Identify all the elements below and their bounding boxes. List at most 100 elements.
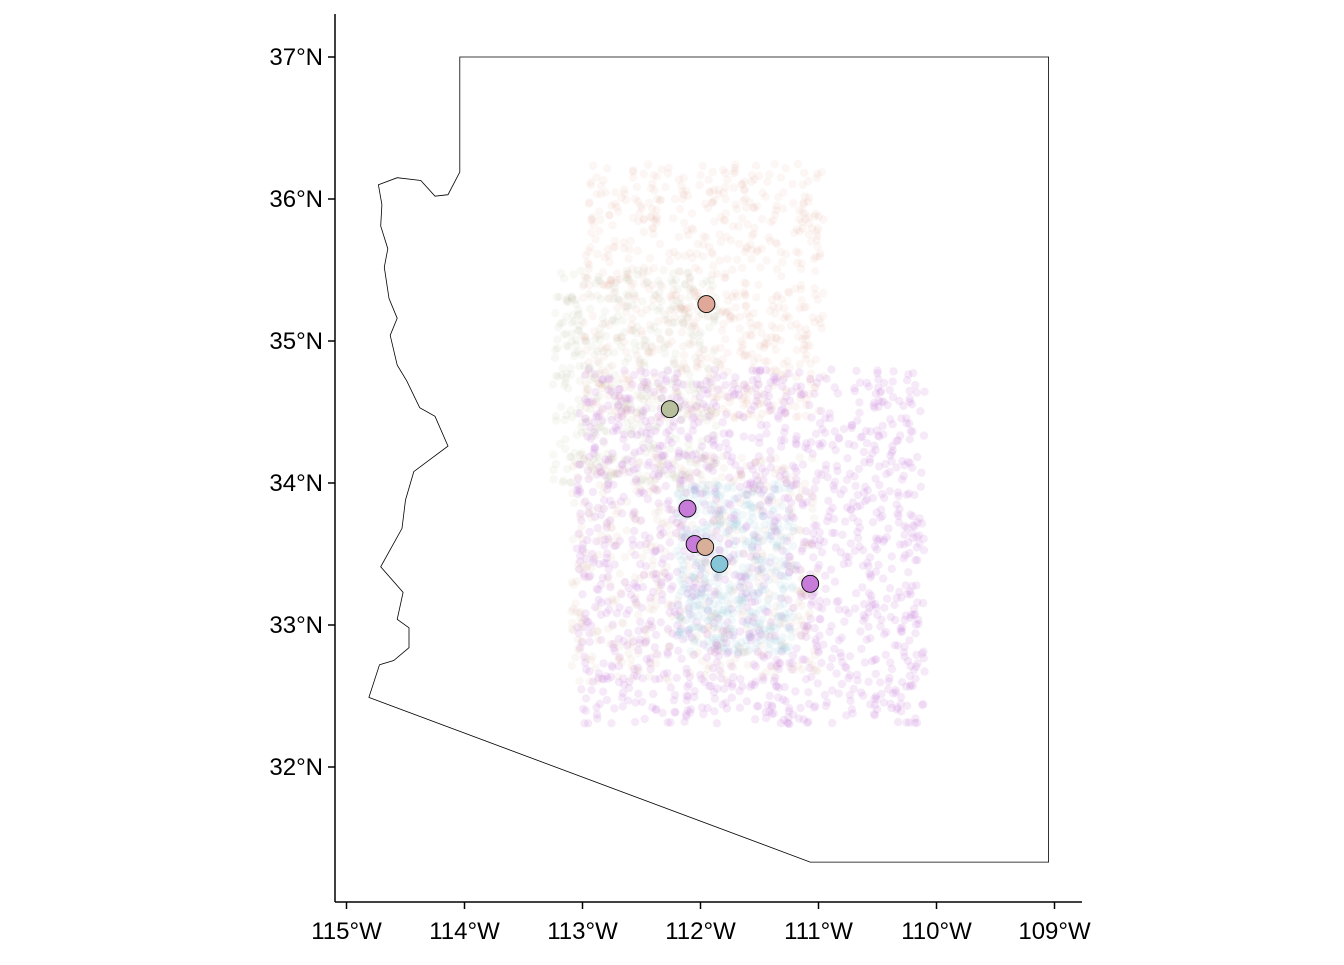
- sample-dot: [594, 452, 603, 461]
- sample-dot: [847, 505, 856, 514]
- sample-dot: [748, 366, 757, 375]
- sample-dot: [551, 309, 560, 318]
- sample-dot: [606, 275, 615, 284]
- sample-dot: [608, 620, 617, 629]
- sample-dot: [600, 368, 609, 377]
- sample-dot: [749, 483, 759, 493]
- sample-dot: [912, 388, 921, 397]
- sample-dot: [607, 415, 616, 425]
- sample-dot: [745, 198, 755, 207]
- sample-dot: [746, 682, 755, 692]
- sample-dot: [602, 695, 612, 705]
- sample-dot: [723, 678, 733, 688]
- sample-dot: [742, 521, 751, 531]
- sample-dot: [606, 383, 615, 393]
- sample-dot: [642, 305, 651, 314]
- sample-dot: [631, 515, 640, 525]
- sample-dot: [695, 446, 705, 455]
- sample-dot: [566, 478, 576, 487]
- sample-dot: [767, 493, 776, 502]
- sample-dot: [764, 498, 773, 507]
- sample-dot: [728, 292, 737, 301]
- sample-dot: [763, 357, 772, 366]
- sample-dot: [624, 354, 633, 363]
- sample-dot: [885, 584, 895, 593]
- sample-dot: [695, 525, 704, 534]
- sample-dot: [604, 320, 614, 330]
- sample-dot: [763, 608, 772, 617]
- sample-dot: [746, 478, 756, 487]
- sample-dot: [769, 380, 778, 390]
- sample-dot: [708, 438, 717, 447]
- sample-dot: [721, 380, 730, 390]
- sample-dot: [766, 492, 775, 502]
- sample-dot: [846, 696, 855, 705]
- sample-dot: [588, 487, 598, 497]
- sample-dot: [810, 318, 819, 327]
- sample-dot: [585, 423, 595, 432]
- sample-dot: [712, 526, 721, 535]
- sample-dot: [777, 571, 787, 580]
- sample-dot: [859, 616, 868, 625]
- sample-dot: [584, 501, 593, 511]
- sample-dot: [688, 583, 698, 592]
- sample-dot: [703, 583, 712, 592]
- sample-dot: [677, 414, 686, 424]
- sample-dot: [708, 663, 718, 673]
- sample-dot: [897, 678, 907, 687]
- sample-dot: [716, 385, 725, 394]
- sample-dot: [744, 409, 753, 419]
- sample-dot: [747, 433, 757, 443]
- sample-dot: [579, 499, 588, 508]
- sample-dot: [588, 431, 598, 441]
- sample-dot: [816, 614, 825, 624]
- sample-dot: [706, 286, 715, 295]
- sample-dot: [666, 432, 675, 441]
- sample-dot: [700, 593, 710, 602]
- sample-dot: [657, 452, 666, 461]
- sample-dot: [584, 289, 593, 298]
- sample-dot: [820, 428, 830, 437]
- sample-dot: [638, 674, 647, 683]
- sample-dot: [817, 658, 826, 668]
- sample-dot: [828, 718, 837, 728]
- sample-dot: [815, 535, 825, 544]
- sample-dot: [667, 305, 676, 314]
- sample-dot: [752, 320, 762, 330]
- sample-dot: [620, 189, 629, 198]
- sample-dot: [714, 572, 723, 581]
- sample-dot: [587, 686, 596, 695]
- sample-dot: [575, 376, 584, 385]
- sample-dot: [858, 432, 867, 441]
- sample-dot: [732, 204, 741, 213]
- sample-dot: [725, 473, 734, 482]
- sample-dot: [739, 432, 748, 441]
- sample-dot: [894, 511, 903, 521]
- sample-dot: [900, 652, 909, 661]
- sample-dot: [610, 639, 620, 648]
- sample-dot: [693, 409, 703, 419]
- sample-dot: [903, 656, 913, 666]
- sample-dot: [635, 477, 645, 487]
- sample-dot: [651, 593, 660, 602]
- sample-dot: [641, 433, 651, 443]
- sample-dot: [828, 440, 837, 450]
- sample-dot: [774, 693, 783, 702]
- sample-dot: [579, 455, 588, 464]
- sample-dot: [761, 667, 771, 677]
- sample-dot: [656, 335, 665, 344]
- sample-dot: [634, 217, 643, 226]
- sample-dot: [863, 486, 872, 495]
- sample-dot: [605, 605, 614, 614]
- sample-dot: [698, 489, 707, 498]
- sample-dot: [820, 372, 829, 381]
- sample-dot: [788, 526, 798, 536]
- sample-dot: [774, 612, 783, 622]
- sample-dot: [645, 458, 654, 467]
- sample-dot: [818, 439, 827, 448]
- sample-dot: [628, 264, 637, 274]
- sample-dot: [636, 359, 645, 368]
- sample-dot: [770, 375, 779, 384]
- sample-dot: [759, 581, 768, 590]
- sample-dot: [626, 430, 635, 439]
